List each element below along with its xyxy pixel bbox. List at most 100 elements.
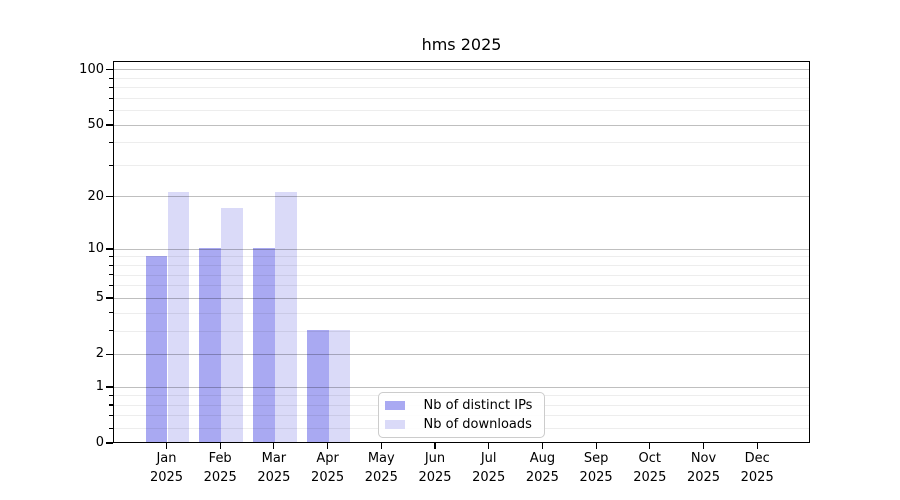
bar-downloads-jan [167, 192, 190, 442]
x-tick-year: 2025 [418, 469, 452, 485]
y-minor-tick-mark-90 [109, 77, 113, 79]
x-tick-label-mar: Mar 2025 [244, 450, 304, 487]
gridline-major-10 [114, 248, 809, 250]
x-tick-mark-aug [541, 443, 543, 449]
gridline-minor-3 [114, 330, 809, 332]
x-tick-month: Feb [208, 451, 232, 466]
gridline-major-2 [114, 353, 809, 355]
gridline-minor-7 [114, 274, 809, 276]
x-tick-year: 2025 [149, 469, 184, 485]
x-tick-mark-mar [273, 443, 275, 449]
bar-distinct-ips-apr [306, 329, 329, 442]
y-minor-tick-mark-0.8 [109, 394, 113, 397]
gridline-major-5 [114, 297, 809, 299]
x-tick-mark-nov [702, 443, 705, 449]
bar-downloads-apr [328, 329, 351, 442]
bar-downloads-mar [274, 192, 297, 442]
x-tick-label-oct: Oct 2025 [620, 450, 680, 487]
y-tick-mark-100 [106, 69, 113, 71]
x-tick-mark-feb [219, 443, 221, 449]
x-tick-mark-dec [756, 443, 758, 449]
x-tick-year: 2025 [257, 469, 291, 485]
x-tick-mark-sep [595, 443, 597, 449]
x-tick-month: Apr [316, 451, 339, 466]
y-minor-tick-mark-60 [109, 109, 113, 112]
x-tick-label-jan: Jan 2025 [137, 450, 197, 487]
gridline-major-1 [114, 386, 809, 388]
x-tick-year: 2025 [364, 469, 398, 485]
x-tick-month: May [367, 451, 395, 466]
legend-item-downloads: Nb of downloads [385, 415, 544, 434]
x-tick-year: 2025 [311, 469, 345, 485]
y-tick-mark-0 [106, 442, 113, 444]
x-tick-mark-jun [434, 443, 436, 449]
x-tick-year: 2025 [740, 469, 774, 485]
y-minor-tick-mark-7 [109, 274, 113, 276]
x-tick-month: Jan [156, 451, 177, 466]
x-tick-mark-jul [488, 443, 490, 449]
x-tick-year: 2025 [633, 469, 667, 485]
bar-downloads-feb [221, 208, 243, 442]
x-tick-year: 2025 [686, 469, 721, 485]
x-tick-month: Aug [529, 451, 556, 466]
y-minor-tick-mark-8 [109, 264, 113, 266]
gridline-minor-30 [114, 164, 809, 166]
gridline-minor-4 [114, 312, 809, 314]
x-tick-label-may: May 2025 [351, 450, 411, 487]
y-tick-mark-5 [106, 297, 113, 299]
x-tick-label-jun: Jun 2025 [405, 450, 465, 487]
y-minor-tick-mark-80 [109, 86, 113, 89]
gridline-minor-9 [114, 256, 809, 258]
y-tick-label-10: 10 [87, 241, 104, 257]
x-tick-mark-apr [327, 443, 329, 449]
legend-label-downloads: Nb of downloads [423, 417, 532, 432]
gridline-minor-40 [114, 142, 809, 144]
x-tick-label-nov: Nov 2025 [674, 450, 734, 487]
y-tick-label-2: 2 [95, 346, 104, 362]
x-tick-mark-may [380, 443, 382, 449]
y-minor-tick-mark-0.2 [109, 427, 113, 429]
x-tick-label-jul: Jul 2025 [459, 450, 519, 487]
x-tick-year: 2025 [203, 469, 237, 485]
y-minor-tick-mark-3 [109, 330, 113, 332]
gridline-minor-8 [114, 264, 809, 266]
legend-swatch-distinct-ips [385, 400, 405, 411]
x-tick-year: 2025 [525, 469, 559, 485]
x-tick-label-dec: Dec 2025 [727, 450, 787, 487]
x-tick-month: Mar [261, 451, 287, 466]
legend: Nb of distinct IPs Nb of downloads [378, 392, 545, 438]
y-tick-label-20: 20 [87, 188, 104, 204]
gridline-major-100 [114, 69, 809, 71]
y-minor-tick-mark-0.4 [109, 415, 113, 417]
x-tick-month: Dec [744, 451, 770, 466]
x-tick-label-aug: Aug 2025 [512, 450, 572, 487]
x-tick-mark-jan [165, 443, 168, 449]
y-tick-mark-1 [106, 386, 113, 388]
legend-label-distinct-ips: Nb of distinct IPs [423, 398, 533, 413]
legend-swatch-downloads [385, 419, 405, 430]
legend-item-distinct-ips: Nb of distinct IPs [385, 396, 544, 415]
y-tick-mark-50 [106, 124, 113, 126]
bar-distinct-ips-feb [199, 248, 222, 442]
plot-area [113, 61, 810, 443]
y-tick-mark-2 [106, 353, 113, 355]
y-tick-label-0: 0 [95, 435, 104, 450]
x-tick-year: 2025 [579, 469, 613, 485]
y-minor-tick-mark-70 [109, 97, 113, 99]
y-minor-tick-mark-6 [109, 285, 113, 287]
y-minor-tick-mark-9 [109, 256, 113, 258]
y-tick-label-1: 1 [95, 378, 104, 394]
x-tick-label-apr: Apr 2025 [298, 450, 358, 487]
x-tick-label-feb: Feb 2025 [190, 450, 250, 487]
gridline-major-50 [114, 124, 809, 126]
x-tick-month: Jun [424, 451, 446, 466]
x-tick-year: 2025 [472, 469, 506, 485]
y-minor-tick-mark-30 [109, 164, 113, 166]
x-tick-month: Sep [583, 451, 609, 466]
y-tick-label-100: 100 [79, 61, 104, 77]
y-minor-tick-mark-40 [109, 142, 113, 144]
y-tick-label-50: 50 [87, 116, 104, 132]
x-tick-month: Nov [690, 451, 717, 466]
y-tick-mark-10 [106, 248, 113, 250]
